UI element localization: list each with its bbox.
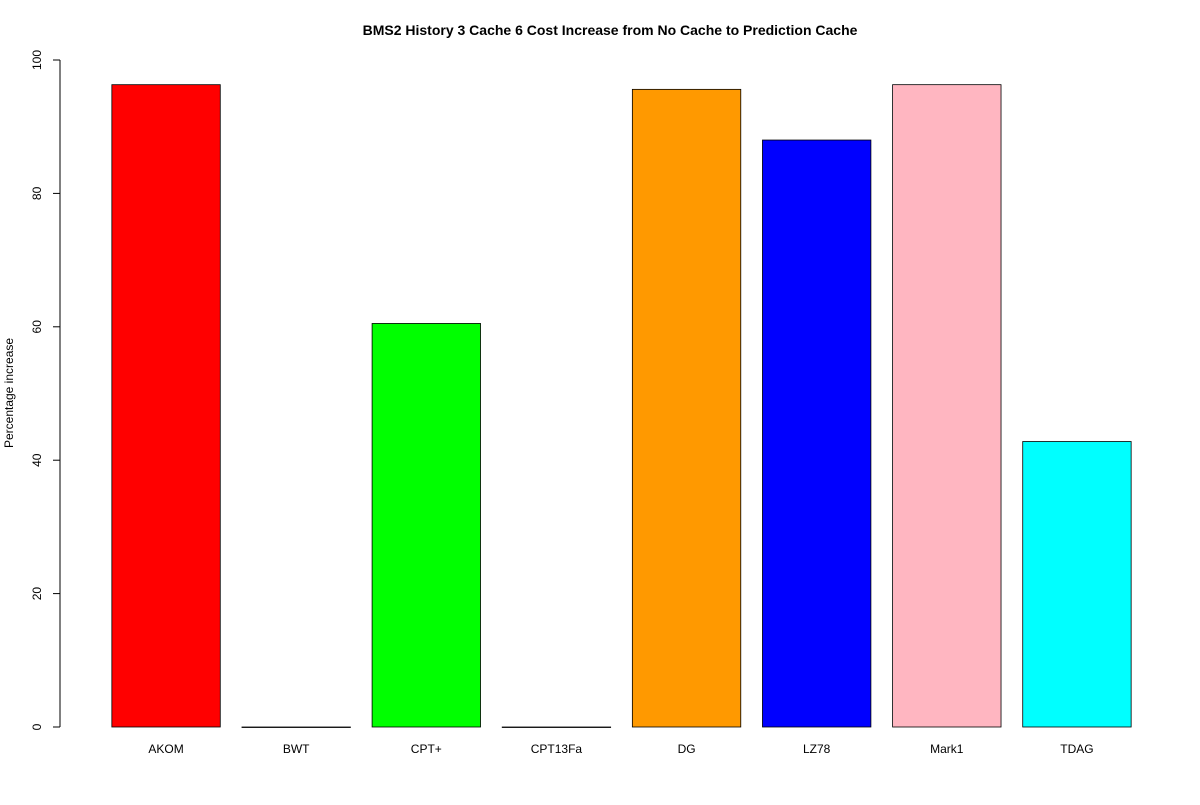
category-label: CPT13Fa <box>531 742 583 756</box>
category-label: DG <box>678 742 696 756</box>
category-label: LZ78 <box>803 742 831 756</box>
bar-cpt13fa <box>501 726 612 728</box>
y-tick-label: 80 <box>30 186 44 200</box>
bar-lz78 <box>762 139 872 728</box>
y-tick-label: 20 <box>30 587 44 601</box>
category-label: BWT <box>283 742 310 756</box>
category-label: AKOM <box>148 742 183 756</box>
bar-bwt <box>241 726 351 728</box>
category-label: Mark1 <box>930 742 964 756</box>
chart-title: BMS2 History 3 Cache 6 Cost Increase fro… <box>363 22 858 38</box>
y-axis-ticks: 0 20 40 60 80 100 <box>30 50 60 730</box>
bar-dg <box>631 88 742 728</box>
category-label: CPT+ <box>411 742 442 756</box>
bar-mark1 <box>892 84 1002 728</box>
bar-tdag <box>1022 441 1132 728</box>
y-tick-label: 0 <box>30 723 44 730</box>
category-labels: AKOM BWT CPT+ CPT13Fa DG LZ78 Mark1 TDAG <box>148 742 1093 756</box>
y-tick-label: 40 <box>30 453 44 467</box>
bar-akom <box>111 84 221 728</box>
y-tick-label: 60 <box>30 320 44 334</box>
y-tick-label: 100 <box>30 50 44 70</box>
bars <box>111 84 1132 728</box>
bar-cpt- <box>371 323 481 728</box>
y-axis-label: Percentage increase <box>2 338 16 448</box>
category-label: TDAG <box>1060 742 1093 756</box>
